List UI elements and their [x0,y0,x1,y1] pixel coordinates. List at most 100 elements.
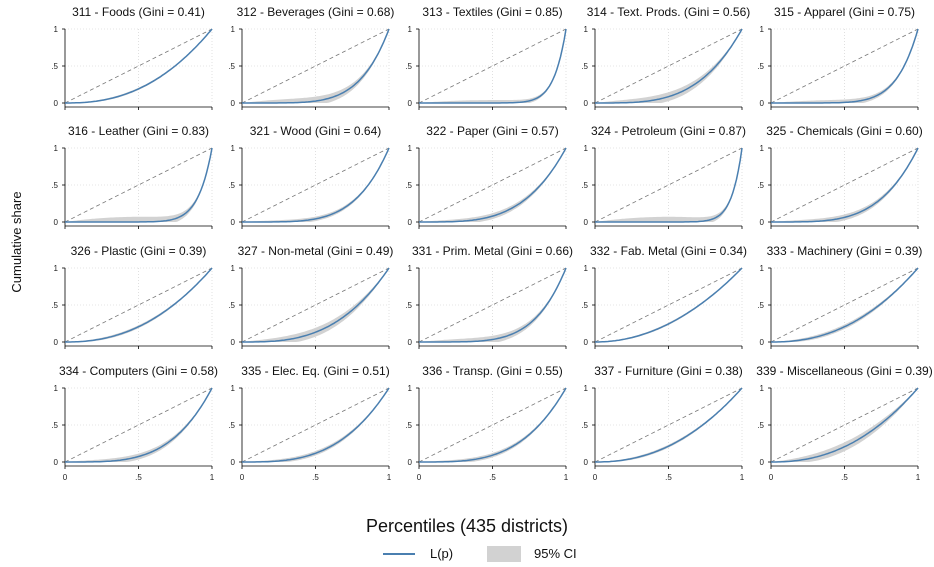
x-tick-label: .5 [841,473,848,482]
y-tick-label: .5 [757,301,764,310]
ci-band [595,388,742,462]
y-tick-label: 1 [231,25,236,34]
lorenz-curve [595,267,743,343]
lorenz-curve [419,267,567,343]
y-tick-label: .5 [228,421,235,430]
y-tick-label: 0 [760,338,765,347]
y-tick-label: 1 [231,144,236,153]
y-tick-label: 0 [408,458,413,467]
y-tick-label: 0 [408,99,413,108]
y-tick-label: 1 [54,384,59,393]
panel-title: 316 - Leather (Gini = 0.83) [68,124,209,138]
panel-title: 333 - Machinery (Gini = 0.39) [767,244,923,258]
legend-label-ci: 95% CI [534,546,577,561]
y-tick-label: 0 [231,458,236,467]
lorenz-curve [419,28,567,104]
panel-title: 334 - Computers (Gini = 0.58) [59,364,218,378]
panel-title: 335 - Elec. Eq. (Gini = 0.51) [241,364,389,378]
y-tick-label: 1 [231,264,236,273]
panel-title: 339 - Miscellaneous (Gini = 0.39) [756,364,932,378]
x-tick-label: 1 [740,473,745,482]
y-tick-label: .5 [51,181,58,190]
panel-title: 327 - Non-metal (Gini = 0.49) [238,244,394,258]
panel-title: 321 - Wood (Gini = 0.64) [250,124,382,138]
lorenz-curve [242,267,390,343]
y-tick-label: 0 [760,458,765,467]
y-tick-label: 1 [584,384,589,393]
y-tick-label: 0 [760,218,765,227]
y-tick-label: 0 [54,99,59,108]
y-tick-label: 0 [584,338,589,347]
panel-title: 324 - Petroleum (Gini = 0.87) [591,124,746,138]
ci-band [242,29,389,103]
x-tick-label: 0 [593,473,598,482]
lorenz-curve [65,28,213,104]
lorenz-curve [419,387,567,463]
y-axis-label: Cumulative share [9,191,24,292]
y-tick-label: .5 [228,62,235,71]
lorenz-curve [771,387,919,463]
x-axis-label: Percentiles (435 districts) [366,516,568,536]
y-tick-label: 0 [231,99,236,108]
y-tick-label: .5 [757,181,764,190]
panel-19: 0 .5 1 0 .5 1 339 - Miscellaneous (Gini = 0.39… [756,364,932,482]
panel-title: 332 - Fab. Metal (Gini = 0.34) [590,244,747,258]
lorenz-curve [65,147,213,223]
panel-title: 312 - Beverages (Gini = 0.68) [237,5,395,19]
x-tick-label: 1 [210,473,215,482]
panel-title: 315 - Apparel (Gini = 0.75) [774,5,915,19]
y-tick-label: 1 [760,144,765,153]
panel-17: 0 .5 1 0 .5 1 336 - Transp. (Gini = 0.55) [405,364,568,482]
panel-title: 322 - Paper (Gini = 0.57) [426,124,558,138]
panel-title: 326 - Plastic (Gini = 0.39) [71,244,207,258]
y-tick-label: 1 [54,264,59,273]
y-tick-label: .5 [405,421,412,430]
y-tick-label: 1 [760,384,765,393]
y-tick-label: .5 [757,421,764,430]
lorenz-curve [242,147,390,223]
y-tick-label: 0 [54,458,59,467]
lorenz-curve [595,147,743,223]
x-tick-label: .5 [665,473,672,482]
panel-title: 325 - Chemicals (Gini = 0.60) [766,124,922,138]
lorenz-curve [595,28,743,104]
lorenz-curve [65,387,213,463]
y-tick-label: 1 [54,25,59,34]
y-tick-label: 1 [760,25,765,34]
x-tick-label: 1 [387,473,392,482]
lorenz-curve [771,147,919,223]
lorenz-curve [242,387,390,463]
y-tick-label: 1 [408,25,413,34]
x-tick-label: .5 [489,473,496,482]
panel-title: 311 - Foods (Gini = 0.41) [72,5,205,19]
panel-7: 0 .5 1 322 - Paper (Gini = 0.57) [405,124,567,229]
panel-title: 331 - Prim. Metal (Gini = 0.66) [412,244,573,258]
y-tick-label: 1 [408,144,413,153]
y-tick-label: .5 [581,421,588,430]
y-tick-label: .5 [581,301,588,310]
legend-label-lp: L(p) [430,546,453,561]
panel-3: 0 .5 1 314 - Text. Prods. (Gini = 0.56) [581,5,750,110]
y-tick-label: 1 [54,144,59,153]
panel-5: 0 .5 1 316 - Leather (Gini = 0.83) [51,124,213,229]
panel-title: 337 - Furniture (Gini = 0.38) [594,364,742,378]
x-tick-label: 0 [240,473,245,482]
y-tick-label: .5 [581,62,588,71]
y-tick-label: 0 [584,218,589,227]
y-tick-label: .5 [51,62,58,71]
x-tick-label: 0 [63,473,68,482]
y-tick-label: 1 [408,384,413,393]
panel-4: 0 .5 1 315 - Apparel (Gini = 0.75) [757,5,919,110]
x-tick-label: .5 [135,473,142,482]
lorenz-curve [65,267,213,343]
panel-title: 313 - Textiles (Gini = 0.85) [422,5,562,19]
y-tick-label: .5 [51,421,58,430]
panel-18: 0 .5 1 0 .5 1 337 - Furniture (Gini = 0.38) [581,364,744,482]
lorenz-curve [242,28,390,104]
panel-title: 314 - Text. Prods. (Gini = 0.56) [587,5,751,19]
y-tick-label: 1 [584,25,589,34]
